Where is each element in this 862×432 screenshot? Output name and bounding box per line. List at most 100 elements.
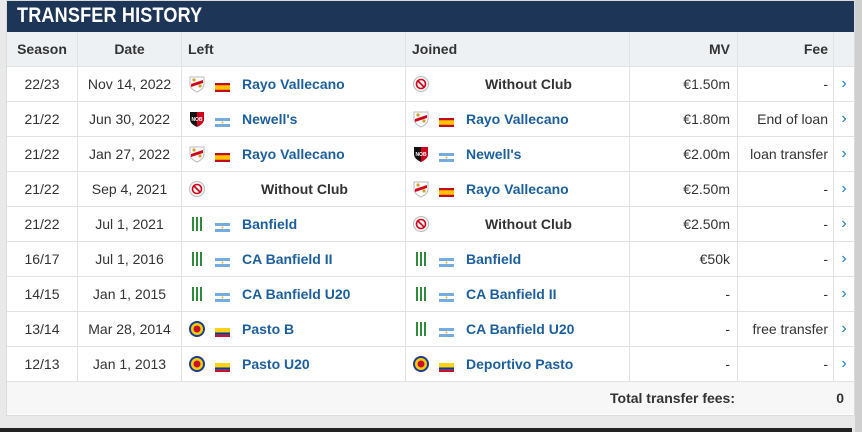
market-value-cell: - (630, 277, 738, 311)
date-cell: Jun 30, 2022 (78, 102, 182, 136)
date-cell: Sep 4, 2021 (78, 172, 182, 206)
table-footer: Total transfer fees: 0 (7, 381, 854, 414)
chevron-right-icon[interactable]: › (841, 75, 847, 92)
chevron-right-icon[interactable]: › (841, 355, 847, 372)
left-club-link[interactable]: Rayo Vallecano (242, 146, 345, 162)
panel-title: TRANSFER HISTORY (7, 1, 854, 32)
argentina-flag-icon (215, 219, 232, 232)
joined-club-link: Without Club (485, 216, 572, 232)
banfield-crest-icon[interactable] (412, 285, 430, 303)
chevron-right-icon[interactable]: › (841, 110, 847, 127)
spain-flag-icon (215, 79, 232, 92)
chevron-right-icon[interactable]: › (841, 180, 847, 197)
left-club-link[interactable]: Banfield (242, 216, 298, 232)
left-club-link[interactable]: CA Banfield U20 (242, 286, 351, 302)
left-club-link[interactable]: Pasto B (242, 321, 295, 337)
banfield-crest-icon[interactable] (188, 285, 206, 303)
left-club-link[interactable]: Pasto U20 (242, 356, 310, 372)
season-cell: 14/15 (7, 277, 78, 311)
argentina-flag-icon (439, 149, 456, 162)
chevron-right-icon[interactable]: › (841, 215, 847, 232)
pasto-crest-icon[interactable] (188, 355, 206, 373)
chevron-right-icon[interactable]: › (841, 285, 847, 302)
transfer-history-panel: TRANSFER HISTORY Season Date Left Joined… (6, 0, 855, 416)
without-club-icon[interactable] (412, 215, 430, 233)
table-row[interactable]: 22/23 Nov 14, 2022 Rayo Vallecano Withou… (7, 66, 854, 101)
table-row[interactable]: 21/22 Jan 27, 2022 Rayo Vallecano NOB Ne… (7, 136, 854, 171)
date-cell: Jan 1, 2015 (78, 277, 182, 311)
season-cell: 12/13 (7, 347, 78, 381)
market-value-cell: €50k (630, 242, 738, 276)
left-club-cell: Rayo Vallecano (182, 137, 406, 171)
table-header: Season Date Left Joined MV Fee (7, 32, 854, 66)
chevron-right-icon[interactable]: › (841, 320, 847, 337)
banfield-crest-icon[interactable] (412, 250, 430, 268)
market-value-cell: €1.80m (630, 102, 738, 136)
pasto-crest-icon[interactable] (412, 355, 430, 373)
left-club-link[interactable]: Newell's (242, 111, 298, 127)
date-cell: Jul 1, 2021 (78, 207, 182, 241)
fee-cell: free transfer (738, 312, 834, 346)
pasto-crest-icon[interactable] (188, 320, 206, 338)
fee-cell: - (738, 207, 834, 241)
banfield-crest-icon[interactable] (188, 215, 206, 233)
chevron-right-icon[interactable]: › (841, 145, 847, 162)
fee-cell: loan transfer (738, 137, 834, 171)
table-row[interactable]: 21/22 Jul 1, 2021 Banfield Without Club … (7, 206, 854, 241)
rayo-crest-icon[interactable] (412, 110, 430, 128)
chevron-right-icon[interactable]: › (841, 250, 847, 267)
rayo-crest-icon[interactable] (188, 75, 206, 93)
joined-club-link[interactable]: Deportivo Pasto (466, 356, 574, 372)
left-club-cell: Pasto U20 (182, 347, 406, 381)
season-cell: 21/22 (7, 172, 78, 206)
left-club-cell: Banfield (182, 207, 406, 241)
rayo-crest-icon[interactable] (412, 180, 430, 198)
banfield-crest-icon[interactable] (412, 320, 430, 338)
table-row[interactable]: 21/22 Sep 4, 2021 Without Club Rayo Vall… (7, 171, 854, 206)
season-cell: 21/22 (7, 207, 78, 241)
market-value-cell: €2.50m (630, 172, 738, 206)
scrollbar[interactable] (855, 0, 862, 432)
joined-club-link[interactable]: CA Banfield U20 (466, 321, 575, 337)
argentina-flag-icon (439, 324, 456, 337)
joined-club-link: Without Club (485, 76, 572, 92)
joined-club-link[interactable]: Newell's (466, 146, 522, 162)
table-row[interactable]: 16/17 Jul 1, 2016 CA Banfield II Banfiel… (7, 241, 854, 276)
table-row[interactable]: 13/14 Mar 28, 2014 Pasto B CA Banfield U… (7, 311, 854, 346)
joined-club-link[interactable]: Rayo Vallecano (466, 181, 569, 197)
table-row[interactable]: 14/15 Jan 1, 2015 CA Banfield U20 CA Ban… (7, 276, 854, 311)
without-club-icon[interactable] (188, 180, 206, 198)
joined-club-cell: NOB Newell's (406, 137, 630, 171)
fee-cell: End of loan (738, 102, 834, 136)
table-row[interactable]: 21/22 Jun 30, 2022 NOB Newell's Rayo Val… (7, 101, 854, 136)
joined-club-link[interactable]: Rayo Vallecano (466, 111, 569, 127)
svg-text:NOB: NOB (191, 117, 203, 123)
joined-club-link[interactable]: CA Banfield II (466, 286, 557, 302)
joined-club-link[interactable]: Banfield (466, 251, 522, 267)
banfield-crest-icon[interactable] (188, 250, 206, 268)
spain-flag-icon (439, 114, 456, 127)
argentina-flag-icon (215, 254, 232, 267)
without-club-icon[interactable] (412, 75, 430, 93)
season-cell: 21/22 (7, 137, 78, 171)
left-club-cell: CA Banfield U20 (182, 277, 406, 311)
total-fees-label: Total transfer fees: (610, 390, 735, 406)
date-cell: Jan 1, 2013 (78, 347, 182, 381)
rayo-crest-icon[interactable] (188, 145, 206, 163)
left-club-cell: Without Club (182, 172, 406, 206)
left-club-link[interactable]: Rayo Vallecano (242, 76, 345, 92)
fee-cell: - (738, 67, 834, 101)
date-cell: Jan 27, 2022 (78, 137, 182, 171)
date-cell: Jul 1, 2016 (78, 242, 182, 276)
table-row[interactable]: 12/13 Jan 1, 2013 Pasto U20 Deportivo Pa… (7, 346, 854, 381)
newells-crest-icon[interactable]: NOB (412, 145, 430, 163)
fee-cell: - (738, 172, 834, 206)
col-left: Left (182, 32, 406, 66)
season-cell: 21/22 (7, 102, 78, 136)
left-club-link[interactable]: CA Banfield II (242, 251, 333, 267)
spain-flag-icon (215, 149, 232, 162)
joined-club-cell: CA Banfield II (406, 277, 630, 311)
newells-crest-icon[interactable]: NOB (188, 110, 206, 128)
fee-cell: - (738, 242, 834, 276)
market-value-cell: - (630, 312, 738, 346)
